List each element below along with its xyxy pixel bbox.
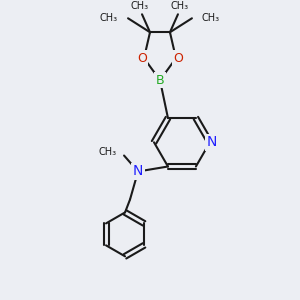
Text: CH₃: CH₃ bbox=[99, 146, 117, 157]
Text: N: N bbox=[133, 164, 143, 178]
Text: CH₃: CH₃ bbox=[202, 13, 220, 23]
Text: CH₃: CH₃ bbox=[131, 1, 149, 11]
Text: CH₃: CH₃ bbox=[171, 1, 189, 11]
Text: O: O bbox=[137, 52, 147, 65]
Text: B: B bbox=[156, 74, 164, 87]
Text: N: N bbox=[207, 135, 217, 149]
Text: CH₃: CH₃ bbox=[100, 13, 118, 23]
Text: O: O bbox=[173, 52, 183, 65]
